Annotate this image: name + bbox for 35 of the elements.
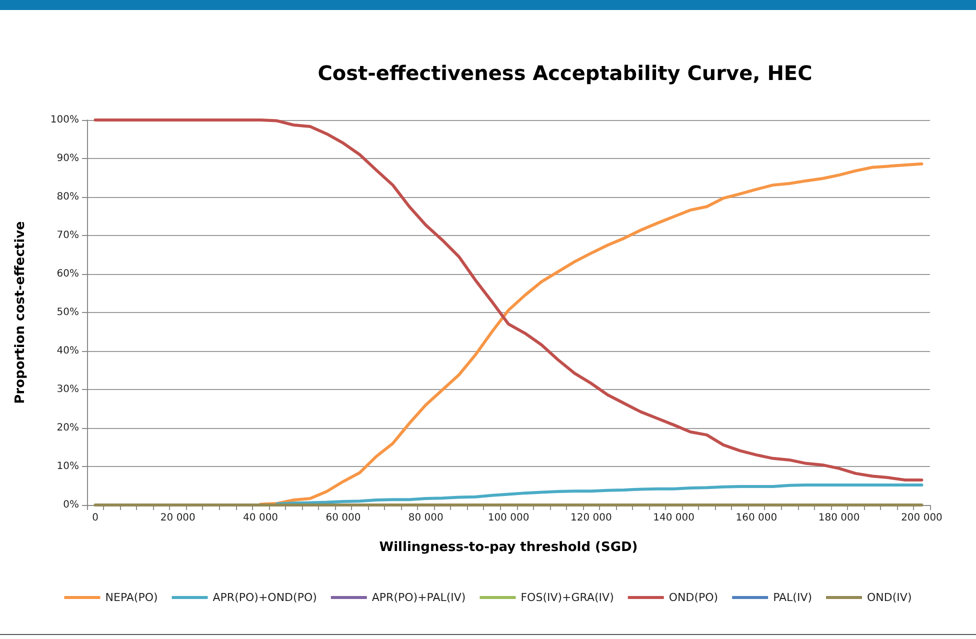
y-tick-label: 10% (56, 461, 79, 472)
legend-label: OND(IV) (867, 591, 912, 604)
y-axis-title: Proportion cost-effective (13, 220, 28, 404)
x-tick-label: 80 000 (408, 512, 444, 524)
x-tick-label: 0 (92, 512, 98, 524)
legend-label: APR(PO)+PAL(IV) (372, 591, 466, 604)
y-tick-label: 50% (56, 307, 79, 318)
x-tick-label: 120 000 (570, 512, 612, 524)
y-tick-label: 100% (50, 114, 79, 126)
chart-title: Cost-effectiveness Acceptability Curve, HEC (318, 61, 812, 85)
y-tick-label: 40% (56, 346, 79, 356)
line-series (276, 483, 924, 506)
legend-label: NEPA(PO) (105, 591, 158, 604)
legend-label: PAL(IV) (773, 591, 812, 604)
x-tick-label: 180 000 (818, 512, 860, 524)
x-tick-label: 100 000 (488, 512, 530, 524)
x-tick-label: 60 000 (326, 512, 361, 524)
x-tick-label: 160 000 (736, 512, 778, 524)
legend-label: OND(PO) (668, 591, 718, 604)
line-series (94, 118, 924, 482)
x-tick-label: 140 000 (653, 512, 694, 524)
y-tick-label: 60% (56, 268, 79, 280)
legend-label: FOS(IV)+GRA(IV) (520, 591, 614, 604)
x-tick-label: 40 000 (243, 512, 278, 524)
y-tick-label: 30% (56, 384, 79, 395)
legend-label: APR(PO)+OND(PO) (212, 591, 317, 604)
y-tick-label: 70% (56, 230, 79, 241)
y-tick-label: 80% (56, 192, 79, 202)
x-axis-title: Willingness-to-pay threshold (SGD) (379, 540, 638, 555)
y-tick-label: 0% (63, 500, 79, 510)
x-tick-label: 200 000 (901, 512, 942, 524)
y-tick-label: 90% (56, 153, 79, 164)
x-tick-label: 20 000 (160, 512, 196, 524)
line-series (259, 162, 924, 506)
y-tick-label: 20% (56, 422, 79, 434)
